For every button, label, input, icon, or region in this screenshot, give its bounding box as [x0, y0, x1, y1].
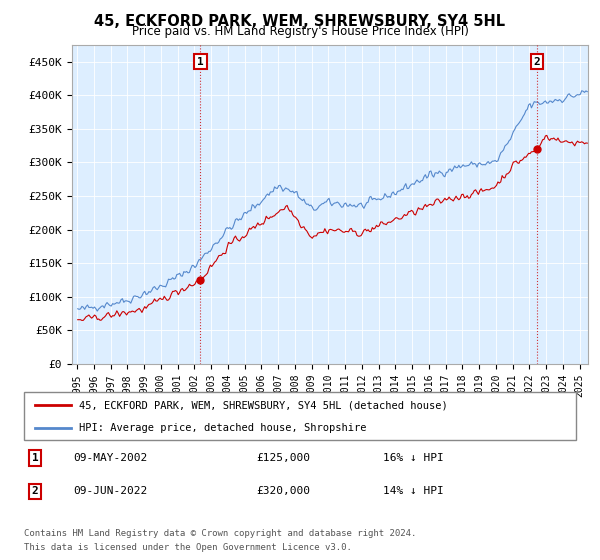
FancyBboxPatch shape: [24, 392, 576, 440]
Text: HPI: Average price, detached house, Shropshire: HPI: Average price, detached house, Shro…: [79, 423, 367, 433]
Text: This data is licensed under the Open Government Licence v3.0.: This data is licensed under the Open Gov…: [24, 543, 352, 552]
Text: Contains HM Land Registry data © Crown copyright and database right 2024.: Contains HM Land Registry data © Crown c…: [24, 529, 416, 538]
Text: 1: 1: [197, 57, 204, 67]
Text: 2: 2: [533, 57, 540, 67]
Text: 09-JUN-2022: 09-JUN-2022: [74, 487, 148, 496]
Text: 2: 2: [32, 487, 38, 496]
Text: Price paid vs. HM Land Registry's House Price Index (HPI): Price paid vs. HM Land Registry's House …: [131, 25, 469, 38]
Text: 45, ECKFORD PARK, WEM, SHREWSBURY, SY4 5HL (detached house): 45, ECKFORD PARK, WEM, SHREWSBURY, SY4 5…: [79, 400, 448, 410]
Text: 14% ↓ HPI: 14% ↓ HPI: [383, 487, 443, 496]
Text: £320,000: £320,000: [256, 487, 310, 496]
Text: £125,000: £125,000: [256, 453, 310, 463]
Text: 16% ↓ HPI: 16% ↓ HPI: [383, 453, 443, 463]
Text: 1: 1: [32, 453, 38, 463]
Text: 09-MAY-2002: 09-MAY-2002: [74, 453, 148, 463]
Text: 45, ECKFORD PARK, WEM, SHREWSBURY, SY4 5HL: 45, ECKFORD PARK, WEM, SHREWSBURY, SY4 5…: [94, 14, 506, 29]
